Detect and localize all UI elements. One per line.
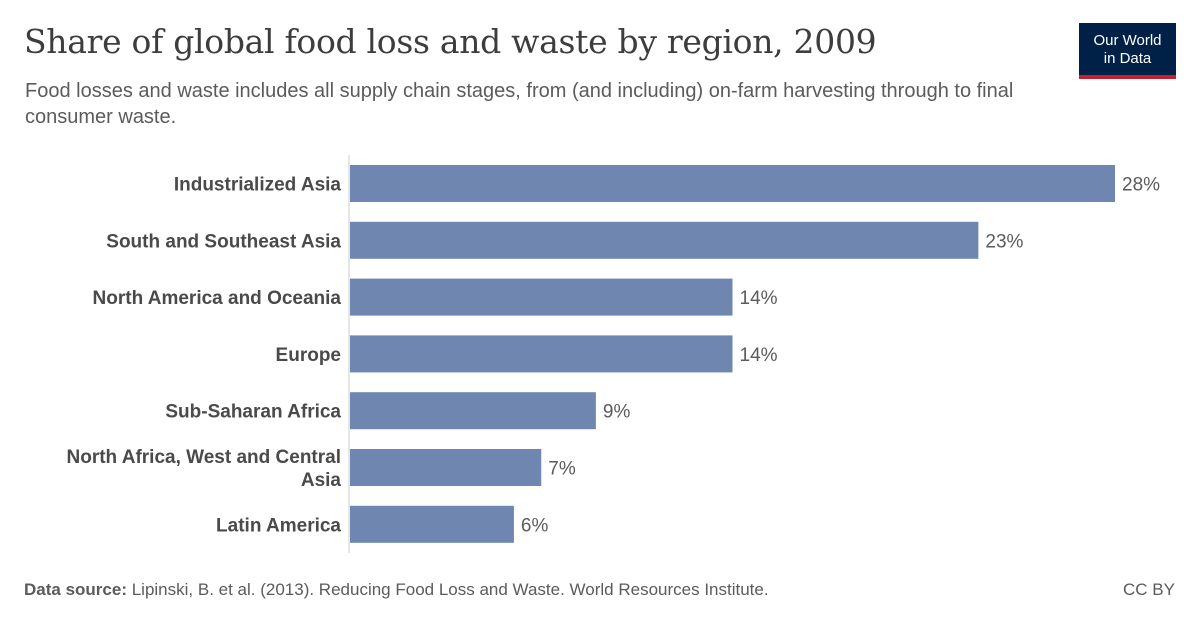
value-label: 14% <box>740 345 778 366</box>
chart-title: Share of global food loss and waste by r… <box>24 22 877 61</box>
value-label: 14% <box>740 288 778 309</box>
license-label[interactable]: CC BY <box>1123 580 1175 599</box>
category-label: Latin America <box>216 515 341 536</box>
category-label: North America and Oceania <box>93 288 342 309</box>
bar[interactable] <box>350 221 979 259</box>
category-label: Asia <box>301 470 342 491</box>
owid-logo[interactable]: Our World in Data <box>1079 23 1176 79</box>
value-label: 7% <box>548 459 576 480</box>
value-label: 6% <box>521 515 549 536</box>
bar[interactable] <box>350 392 596 430</box>
category-label: Europe <box>276 345 341 366</box>
bar[interactable] <box>350 335 733 373</box>
logo-line-1: Our World <box>1093 32 1162 49</box>
category-label: North Africa, West and Central <box>67 447 342 468</box>
category-label: Sub-Saharan Africa <box>165 402 341 423</box>
bar[interactable] <box>350 278 733 316</box>
data-source-label: Data source: <box>24 580 127 599</box>
value-label: 23% <box>985 231 1023 252</box>
chart-subtitle: Food losses and waste includes all suppl… <box>25 80 1014 128</box>
category-label: South and Southeast Asia <box>106 231 341 252</box>
value-label: 28% <box>1122 175 1160 196</box>
category-label: Industrialized Asia <box>174 175 342 196</box>
data-source: Data source: Lipinski, B. et al. (2013).… <box>24 580 769 600</box>
logo-line-2: in Data <box>1103 50 1152 67</box>
bar[interactable] <box>350 449 542 486</box>
data-source-text[interactable]: Lipinski, B. et al. (2013). Reducing Foo… <box>131 580 769 599</box>
bar[interactable] <box>350 505 514 543</box>
bar[interactable] <box>350 165 1115 202</box>
value-label: 9% <box>603 402 631 423</box>
